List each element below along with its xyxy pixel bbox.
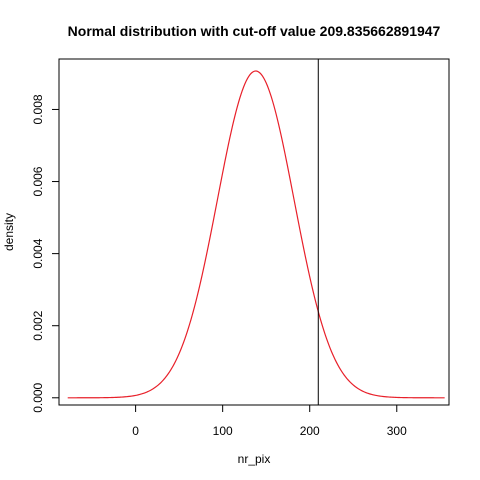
y-axis-label: density [2, 213, 16, 251]
plot-frame [58, 58, 450, 406]
y-tick-label: 0.006 [31, 166, 45, 196]
x-axis: 0 100 200 300 [132, 404, 407, 438]
y-tick-label: 0.008 [31, 94, 45, 124]
x-tick-label: 200 [300, 424, 320, 438]
x-tick-label: 100 [213, 424, 233, 438]
chart-title: Normal distribution with cut-off value 2… [68, 23, 441, 39]
x-axis-label: nr_pix [238, 452, 271, 466]
x-tick-label: 0 [132, 424, 139, 438]
y-tick-label: 0.002 [31, 310, 45, 340]
y-tick-label: 0.004 [31, 238, 45, 268]
y-tick-label: 0.000 [31, 382, 45, 412]
plot-content [67, 59, 445, 405]
density-curve [67, 70, 445, 399]
x-tick-label: 300 [387, 424, 407, 438]
y-axis: 0.000 0.002 0.004 0.006 0.008 [31, 94, 60, 413]
